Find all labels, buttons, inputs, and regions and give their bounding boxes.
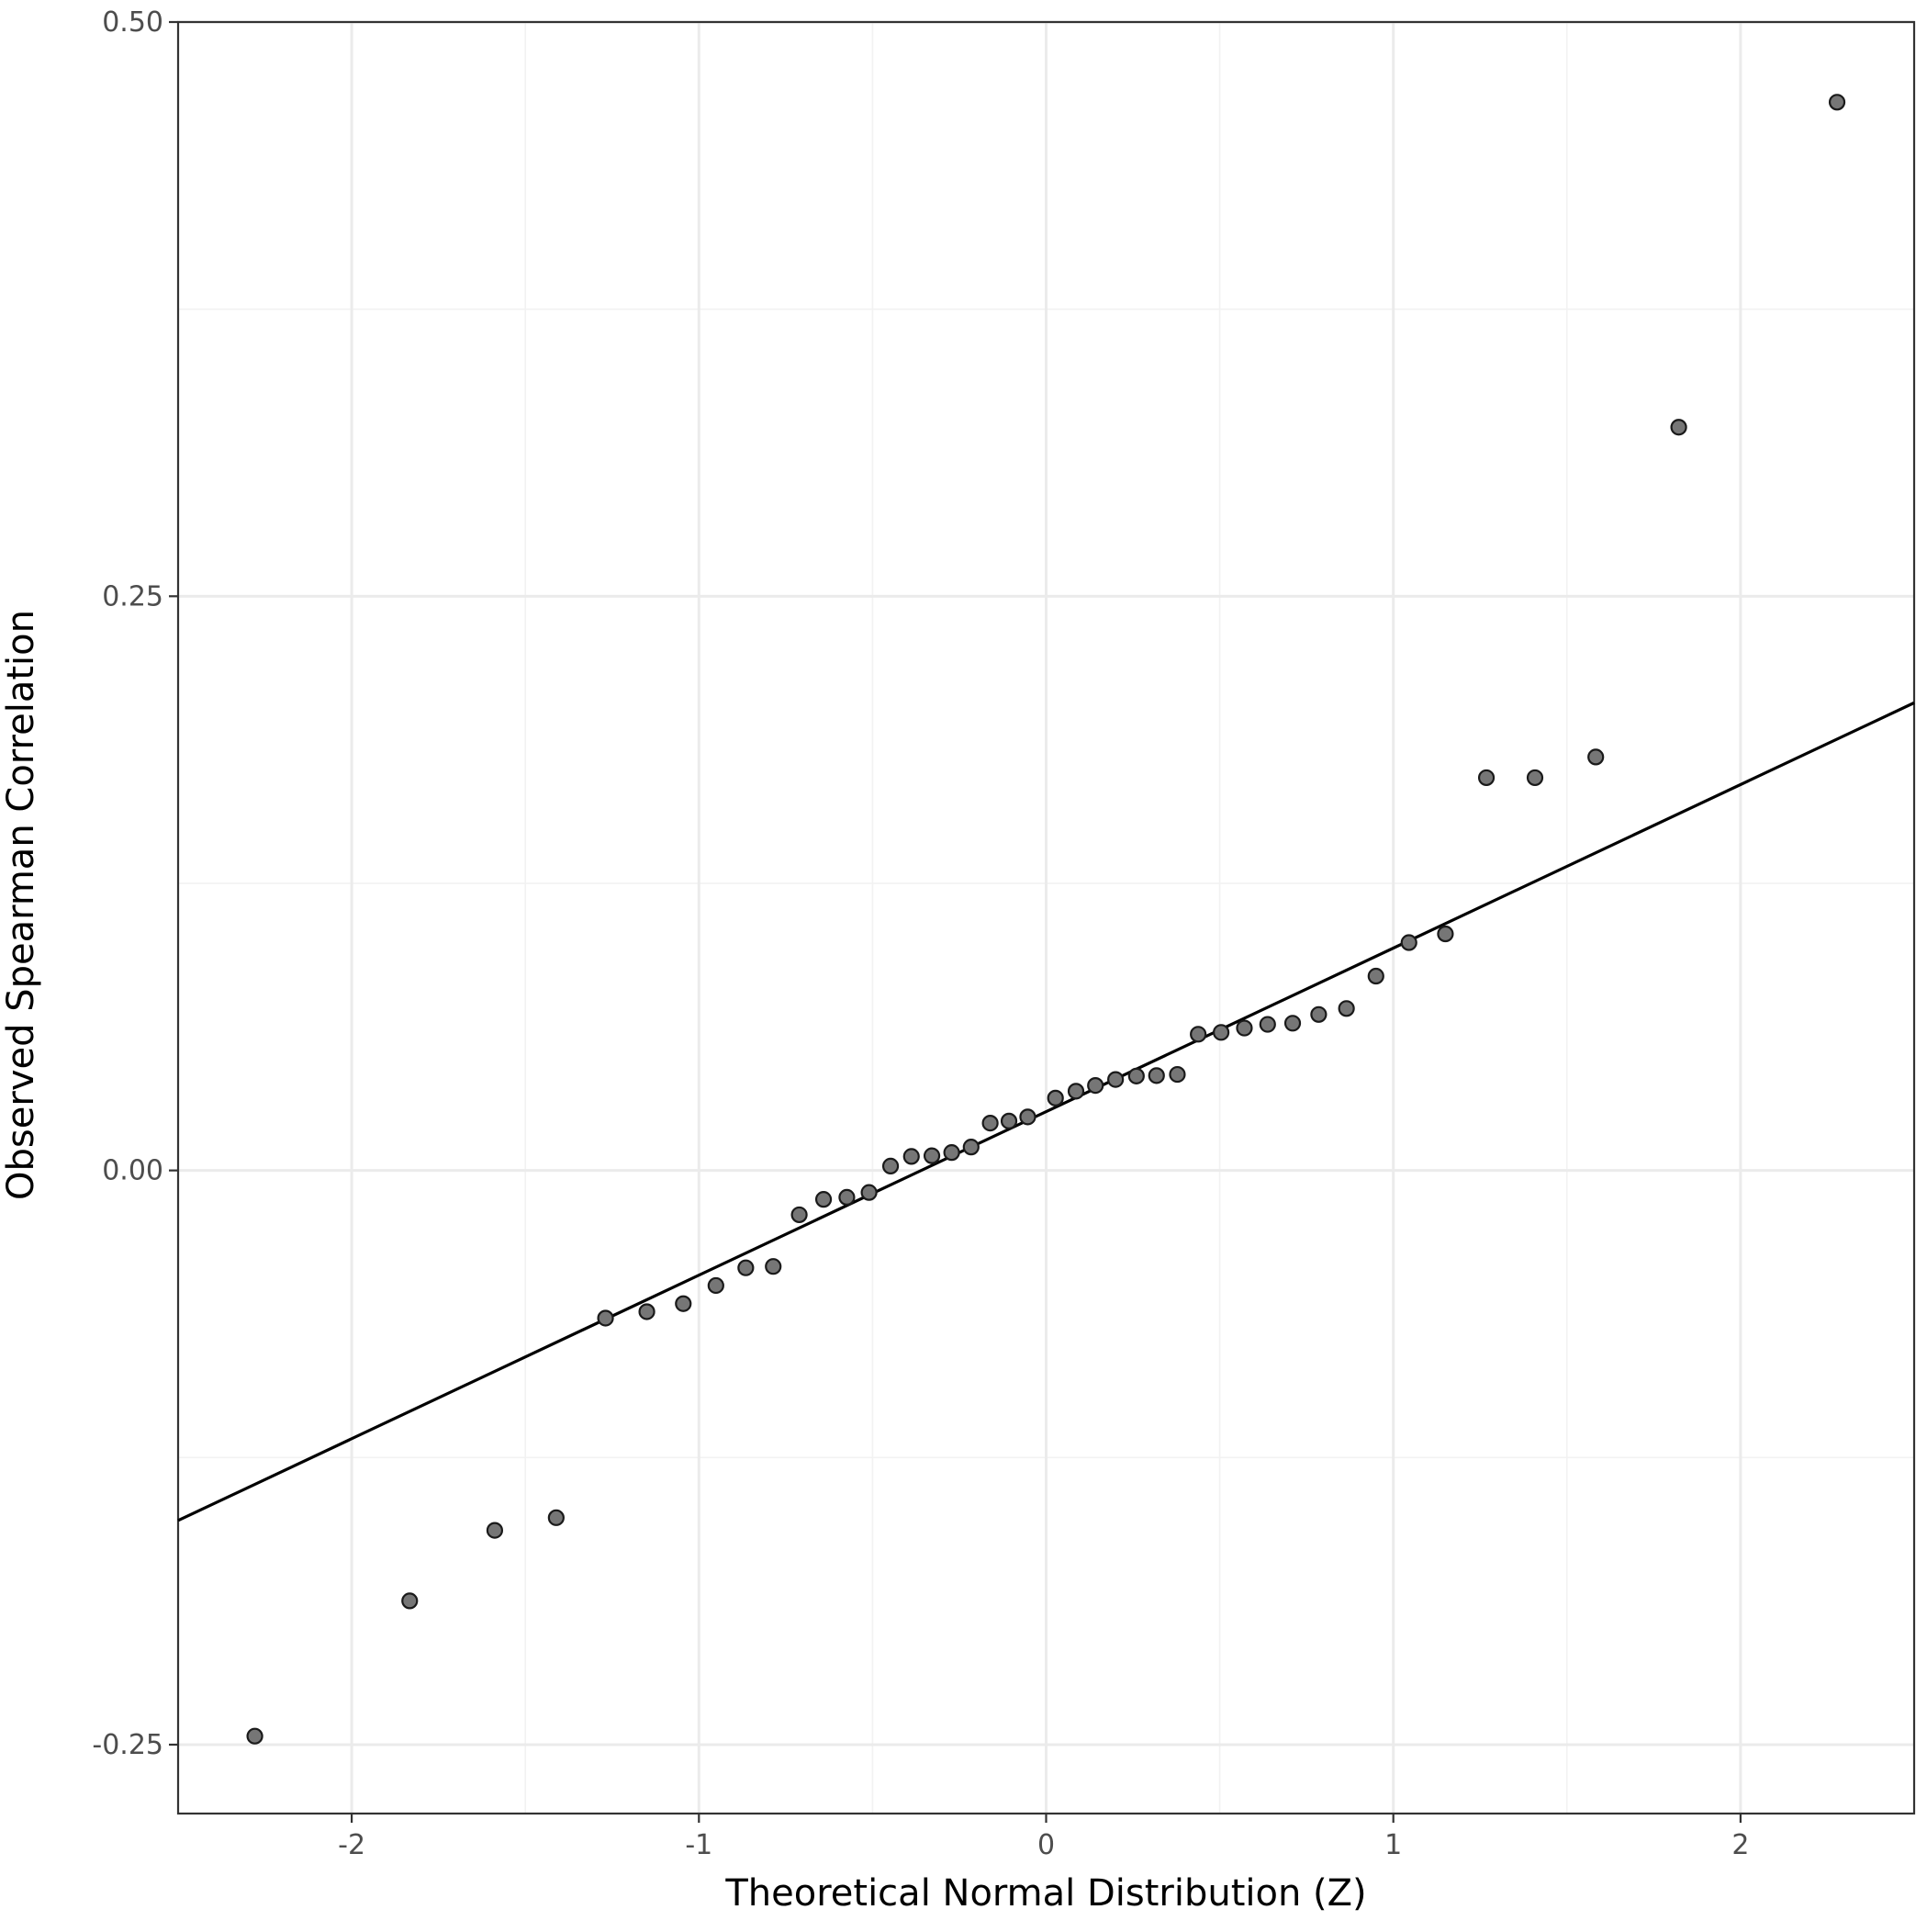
data-point	[1670, 419, 1687, 436]
data-point	[814, 1191, 833, 1208]
y-tick-label: 0.00	[102, 1155, 163, 1187]
data-point	[1213, 1024, 1230, 1041]
data-point	[1190, 1026, 1207, 1043]
data-point	[923, 1147, 941, 1164]
data-point	[675, 1295, 692, 1312]
data-point	[765, 1258, 782, 1275]
y-axis-title: Observed Spearman Correlation	[0, 610, 42, 1200]
data-point	[1367, 967, 1384, 985]
data-points	[246, 94, 1846, 1745]
data-point	[838, 1188, 856, 1207]
data-point	[737, 1259, 755, 1276]
data-point	[1400, 934, 1417, 951]
data-point	[1087, 1076, 1104, 1095]
data-point	[881, 1157, 900, 1174]
data-point	[486, 1522, 504, 1539]
data-point	[638, 1303, 655, 1320]
data-point	[707, 1276, 724, 1295]
data-point	[1437, 925, 1454, 943]
x-axis-title: Theoretical Normal Distribution (Z)	[724, 1872, 1366, 1915]
data-point	[1127, 1067, 1145, 1084]
data-point	[1019, 1108, 1036, 1126]
data-point	[1107, 1071, 1125, 1088]
data-point	[1828, 94, 1846, 111]
y-tick-label: 0.25	[102, 580, 163, 612]
x-tick-label: 2	[1731, 1829, 1749, 1861]
x-tick-label: 0	[1037, 1829, 1055, 1861]
data-point	[860, 1184, 878, 1201]
x-tick-label: -2	[338, 1829, 365, 1861]
data-point	[962, 1139, 980, 1156]
x-tick-label: -1	[685, 1829, 712, 1861]
data-point	[1310, 1005, 1328, 1023]
data-point	[1283, 1015, 1302, 1032]
data-point	[1338, 1000, 1355, 1017]
data-point	[790, 1206, 808, 1224]
data-point	[943, 1144, 960, 1162]
data-point	[1000, 1112, 1018, 1129]
grid-lines	[178, 20, 1914, 1814]
data-point	[1587, 748, 1605, 766]
reference-line	[177, 701, 1915, 1522]
data-point	[1236, 1019, 1253, 1037]
data-point	[981, 1115, 999, 1132]
y-tick-label: -0.25	[92, 1729, 163, 1761]
data-point	[597, 1309, 614, 1327]
data-point	[1047, 1089, 1064, 1106]
data-point	[1259, 1016, 1276, 1033]
x-tick-label: 1	[1384, 1829, 1402, 1861]
data-point	[401, 1592, 419, 1610]
y-tick-label: 0.50	[102, 6, 163, 39]
data-point	[246, 1727, 263, 1745]
data-point	[902, 1148, 920, 1165]
data-point	[1067, 1083, 1085, 1100]
data-point	[547, 1509, 565, 1526]
reference-line-group	[177, 701, 1915, 1522]
data-point	[1169, 1065, 1186, 1084]
data-point	[1477, 769, 1496, 787]
data-point	[1526, 769, 1544, 787]
data-point	[1148, 1067, 1165, 1084]
axis-ticks: -2 -1 0 1 2 -0.25 0.00 0.25 0.50	[92, 6, 1749, 1861]
